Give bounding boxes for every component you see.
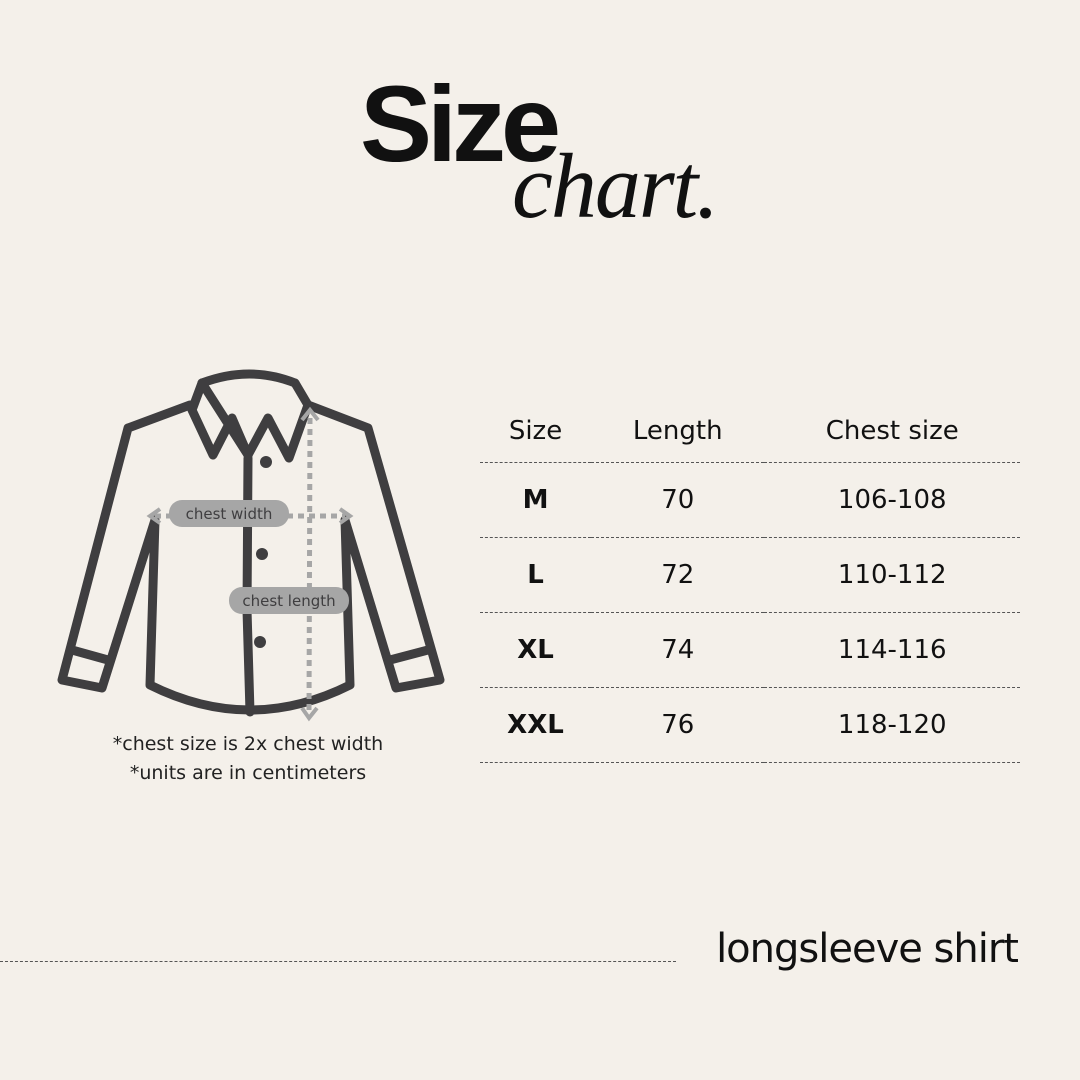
chest-length-line — [306, 417, 313, 713]
footer-divider — [0, 961, 676, 962]
collar-right — [243, 378, 313, 463]
collar-left — [187, 378, 253, 460]
table-row: L 72 110-112 — [480, 537, 1020, 613]
chest-length-label: chest length — [242, 592, 335, 610]
chest-width-pill — [169, 500, 289, 527]
arrow-down-icon — [300, 706, 319, 722]
cell-size: XL — [480, 612, 591, 688]
table-header-row: Size Length Chest size — [480, 400, 1020, 463]
cell-chest: 106-108 — [764, 462, 1020, 538]
title-size: Size — [360, 63, 561, 184]
cell-size: XXL — [480, 687, 591, 763]
cell-chest: 114-116 — [764, 612, 1020, 688]
button — [256, 548, 268, 560]
cell-length: 72 — [591, 537, 765, 613]
cell-length: 70 — [591, 462, 765, 538]
table-row: M 70 106-108 — [480, 462, 1020, 538]
arrow-left-icon — [146, 507, 162, 525]
collar-band — [197, 369, 300, 388]
cell-chest: 110-112 — [764, 537, 1020, 613]
arrow-right-icon — [338, 507, 354, 525]
header-chest-size: Chest size — [764, 400, 1020, 463]
table-row: XXL 76 118-120 — [480, 687, 1020, 763]
footer-product-name: longsleeve shirt — [716, 926, 1019, 972]
header-length: Length — [591, 400, 765, 463]
chest-width-label: chest width — [186, 505, 273, 523]
arrow-up-icon — [300, 406, 320, 422]
title-chart: chart. — [512, 135, 719, 237]
right-cuff — [385, 645, 433, 665]
button — [260, 456, 272, 468]
chest-length-pill — [229, 587, 349, 614]
table-row: XL 74 114-116 — [480, 612, 1020, 688]
cell-size: M — [480, 462, 591, 538]
header-size: Size — [480, 400, 591, 463]
size-table: Size Length Chest size M 70 106-108 L 72… — [480, 400, 1020, 763]
placket — [242, 453, 255, 717]
button — [254, 636, 266, 648]
cell-length: 76 — [591, 687, 765, 763]
shirt-diagram: chest width chest length — [57, 369, 445, 722]
note-chest-size: *chest size is 2x chest width — [112, 733, 384, 755]
cell-size: L — [480, 537, 591, 613]
cell-length: 74 — [591, 612, 765, 688]
cell-chest: 118-120 — [764, 687, 1020, 763]
left-cuff — [67, 645, 113, 665]
note-units: *units are in centimeters — [129, 762, 367, 784]
